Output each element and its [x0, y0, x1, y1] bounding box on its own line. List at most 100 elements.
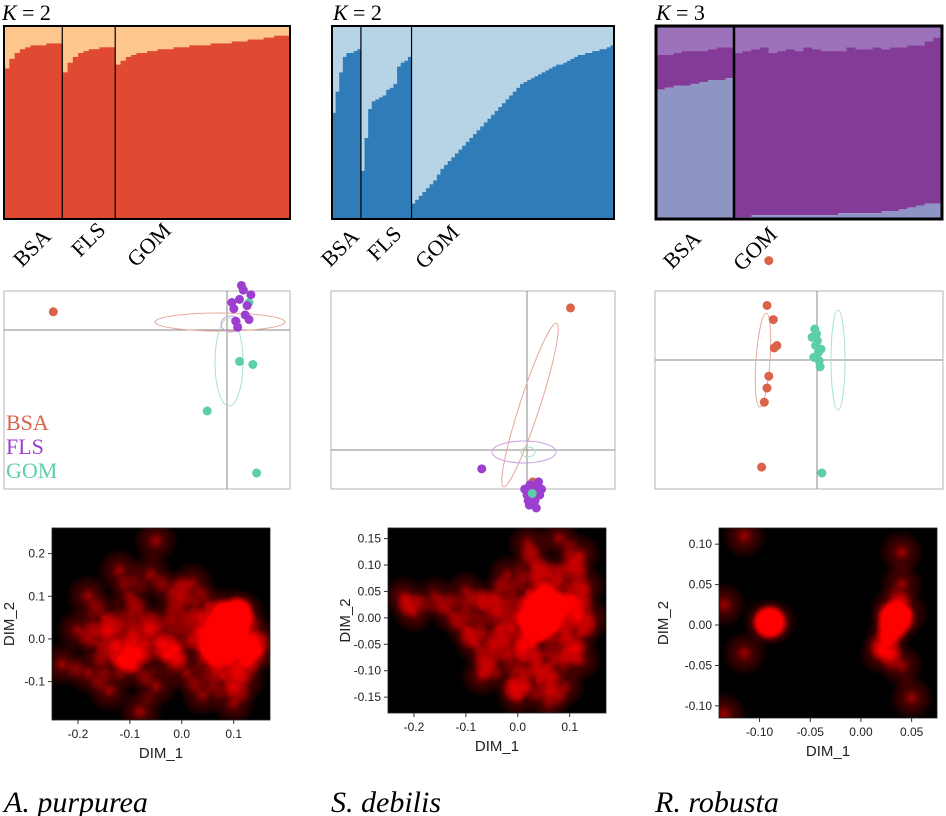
structure-segment-cluster2 — [520, 26, 525, 84]
structure-segment-cluster2 — [656, 54, 666, 90]
structure-bar — [152, 26, 159, 220]
structure-segment-cluster2 — [595, 26, 601, 52]
y-tick-label: -0.10 — [354, 664, 382, 678]
structure-bar — [350, 26, 355, 219]
structure-bar — [173, 26, 180, 220]
structure-bar — [803, 26, 813, 219]
x-tick-label: 0.0 — [173, 727, 190, 741]
structure-segment-cluster1 — [162, 49, 169, 219]
structure-barplot-r-robusta — [654, 24, 944, 221]
structure-segment-cluster1 — [501, 103, 507, 219]
structure-segment-cluster2 — [157, 26, 164, 50]
density-point — [221, 658, 268, 705]
structure-segment-cluster2 — [418, 26, 423, 196]
structure-segment-cluster1 — [279, 35, 286, 220]
structure-segment-cluster2 — [907, 45, 917, 208]
density-plot-s-debilis: -0.2 -0.1 0.0 0.1 -0.15 -0.10 -0.05 0.00 0.05 0.1… — [337, 527, 607, 755]
structure-segment-cluster1 — [699, 81, 709, 219]
y-tick-label: 0.10 — [358, 558, 382, 572]
dapc-point-fls — [531, 503, 541, 513]
structure-bar — [400, 26, 405, 219]
structure-bar — [346, 26, 351, 219]
structure-segment-cluster1 — [411, 203, 416, 219]
structure-segment-cluster2 — [404, 26, 409, 61]
structure-segment-cluster1 — [173, 47, 180, 220]
structure-segment-cluster2 — [120, 26, 127, 61]
structure-segment-cluster1 — [907, 207, 917, 219]
structure-segment-cluster2 — [371, 26, 376, 102]
structure-segment-cluster1 — [483, 122, 489, 219]
density-frame — [387, 527, 607, 714]
structure-segment-cluster1 — [379, 97, 384, 219]
dapc-point-bsa — [764, 256, 774, 266]
dapc-point-gom — [816, 344, 826, 354]
structure-segment-cluster2 — [803, 47, 813, 216]
structure-bar — [386, 26, 391, 219]
structure-segment-cluster1 — [509, 95, 514, 219]
structure-bar — [178, 26, 185, 220]
dapc-point-gom — [235, 356, 244, 366]
structure-segment-cluster2 — [742, 51, 752, 218]
structure-bar — [339, 26, 344, 219]
structure-bar — [284, 26, 291, 220]
structure-segment-cluster2 — [777, 51, 787, 216]
structure-bar — [872, 26, 882, 219]
density-point — [721, 630, 768, 677]
structure-segment-cluster2 — [465, 26, 470, 142]
x-tick-label: -0.10 — [746, 725, 774, 739]
structure-segment-cluster2 — [812, 49, 822, 216]
structure-segment-cluster1 — [382, 95, 387, 219]
structure-segment-cluster1 — [603, 49, 608, 219]
x-tick-label: 0.1 — [225, 727, 242, 741]
structure-segment-cluster3 — [682, 26, 692, 52]
structure-segment-cluster1 — [585, 53, 590, 219]
structure-bar — [407, 26, 413, 219]
structure-segment-cluster2 — [141, 26, 148, 54]
structure-bar — [258, 26, 265, 220]
density-point — [751, 597, 798, 644]
density-point — [106, 628, 153, 675]
structure-segment-cluster1 — [523, 81, 528, 219]
structure-segment-cluster2 — [173, 26, 180, 48]
structure-segment-cluster2 — [252, 26, 259, 40]
structure-segment-cluster2 — [4, 26, 10, 69]
structure-segment-cluster1 — [14, 53, 21, 219]
structure-segment-cluster1 — [812, 215, 822, 219]
structure-segment-cluster2 — [820, 51, 830, 216]
structure-segment-cluster1 — [933, 203, 943, 219]
structure-segment-cluster1 — [210, 43, 217, 220]
structure-segment-cluster1 — [610, 45, 615, 219]
structure-bar — [9, 26, 16, 220]
structure-bar — [25, 26, 32, 220]
structure-segment-cluster2 — [115, 26, 122, 65]
structure-segment-cluster1 — [332, 112, 337, 219]
structure-segment-cluster2 — [864, 49, 874, 214]
dapc-points-a-purpurea — [48, 280, 262, 478]
structure-bar — [94, 26, 100, 219]
structure-bar — [606, 26, 611, 220]
structure-segment-cluster1 — [194, 45, 201, 219]
dapc-point-bsa — [769, 343, 779, 353]
structure-bar — [109, 26, 116, 220]
structure-segment-cluster3 — [768, 26, 778, 54]
structure-segment-cluster3 — [855, 26, 865, 50]
structure-segment-cluster2 — [205, 26, 212, 46]
dapc-point-bsa — [48, 307, 58, 317]
structure-segment-cluster3 — [664, 26, 674, 55]
structure-bar — [469, 26, 474, 219]
structure-frame — [654, 24, 944, 221]
structure-bar — [581, 26, 586, 220]
structure-segment-cluster1 — [231, 41, 238, 219]
structure-segment-cluster1 — [4, 68, 10, 220]
y-tick-label: 0.10 — [689, 537, 713, 551]
structure-segment-cluster1 — [794, 215, 804, 219]
structure-bar — [368, 26, 373, 219]
density-point — [153, 624, 200, 671]
structure-bar — [509, 26, 514, 219]
structure-bar — [131, 26, 138, 220]
structure-segment-cluster3 — [760, 26, 770, 48]
structure-segment-cluster1 — [25, 47, 32, 220]
structure-bar — [237, 26, 243, 219]
structure-segment-cluster2 — [332, 26, 337, 113]
